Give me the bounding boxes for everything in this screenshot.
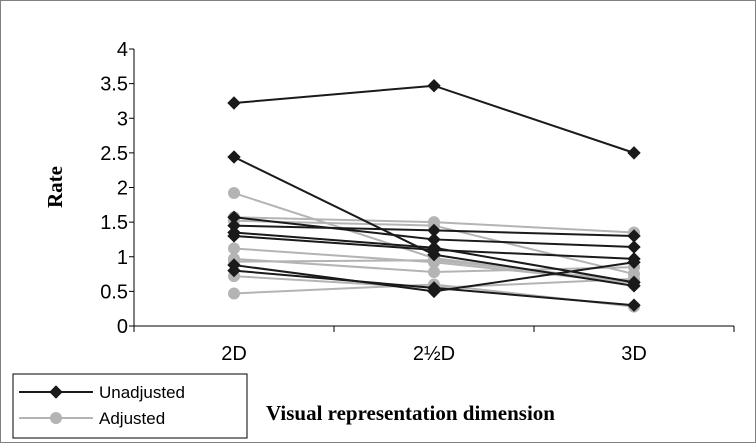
data-point-diamond	[627, 275, 641, 290]
x-axis-title: Visual representation dimension	[266, 401, 555, 425]
data-point-diamond	[427, 281, 441, 295]
data-point-diamond	[427, 223, 441, 238]
data-point-diamond	[227, 263, 241, 278]
y-tick-label: 2	[117, 178, 128, 200]
y-tick-label: 4	[117, 39, 128, 61]
data-point-circle	[428, 265, 440, 278]
data-point-circle	[228, 242, 240, 255]
legend-label: Adjusted	[99, 409, 165, 428]
legend-label: Unadjusted	[99, 383, 185, 402]
data-point-diamond	[227, 150, 241, 164]
data-point-diamond	[627, 255, 641, 269]
y-tick-label: 0	[117, 316, 128, 338]
y-tick-label: 2.5	[100, 143, 128, 165]
y-tick-label: 1.5	[100, 212, 128, 234]
data-point-diamond	[427, 243, 441, 257]
y-tick-label: 3	[117, 108, 128, 130]
series-line	[233, 84, 635, 154]
data-point-diamond	[627, 146, 641, 160]
y-tick-label: 3.5	[100, 74, 128, 96]
x-tick-label: 3D	[621, 343, 647, 365]
data-point-diamond	[627, 298, 641, 312]
x-tick-label: 2½D	[413, 343, 455, 365]
data-point-diamond	[49, 385, 63, 399]
legend-box	[12, 373, 248, 439]
data-point-circle	[228, 187, 240, 200]
data-point-diamond	[427, 78, 441, 93]
data-point-diamond	[227, 229, 241, 243]
data-point-circle	[50, 412, 62, 424]
legend-item-adjusted: Adjusted	[19, 409, 165, 428]
unadjusted-series-group	[227, 78, 641, 312]
y-axis-title: Rate	[43, 166, 67, 208]
plot-area	[227, 78, 641, 313]
axes: 0 0.5 1 1.5 2 2.5 3 3.5 4 2D 2½D 3D	[100, 39, 735, 365]
data-point-diamond	[627, 240, 641, 254]
data-point-circle	[228, 287, 240, 300]
data-point-diamond	[227, 96, 241, 110]
data-point-diamond	[627, 229, 641, 243]
legend: Unadjusted Adjusted	[12, 373, 248, 439]
legend-item-unadjusted: Unadjusted	[19, 383, 185, 402]
y-tick-label: 0.5	[100, 281, 128, 303]
y-tick-label: 1	[117, 247, 128, 269]
x-tick-label: 2D	[221, 343, 247, 365]
